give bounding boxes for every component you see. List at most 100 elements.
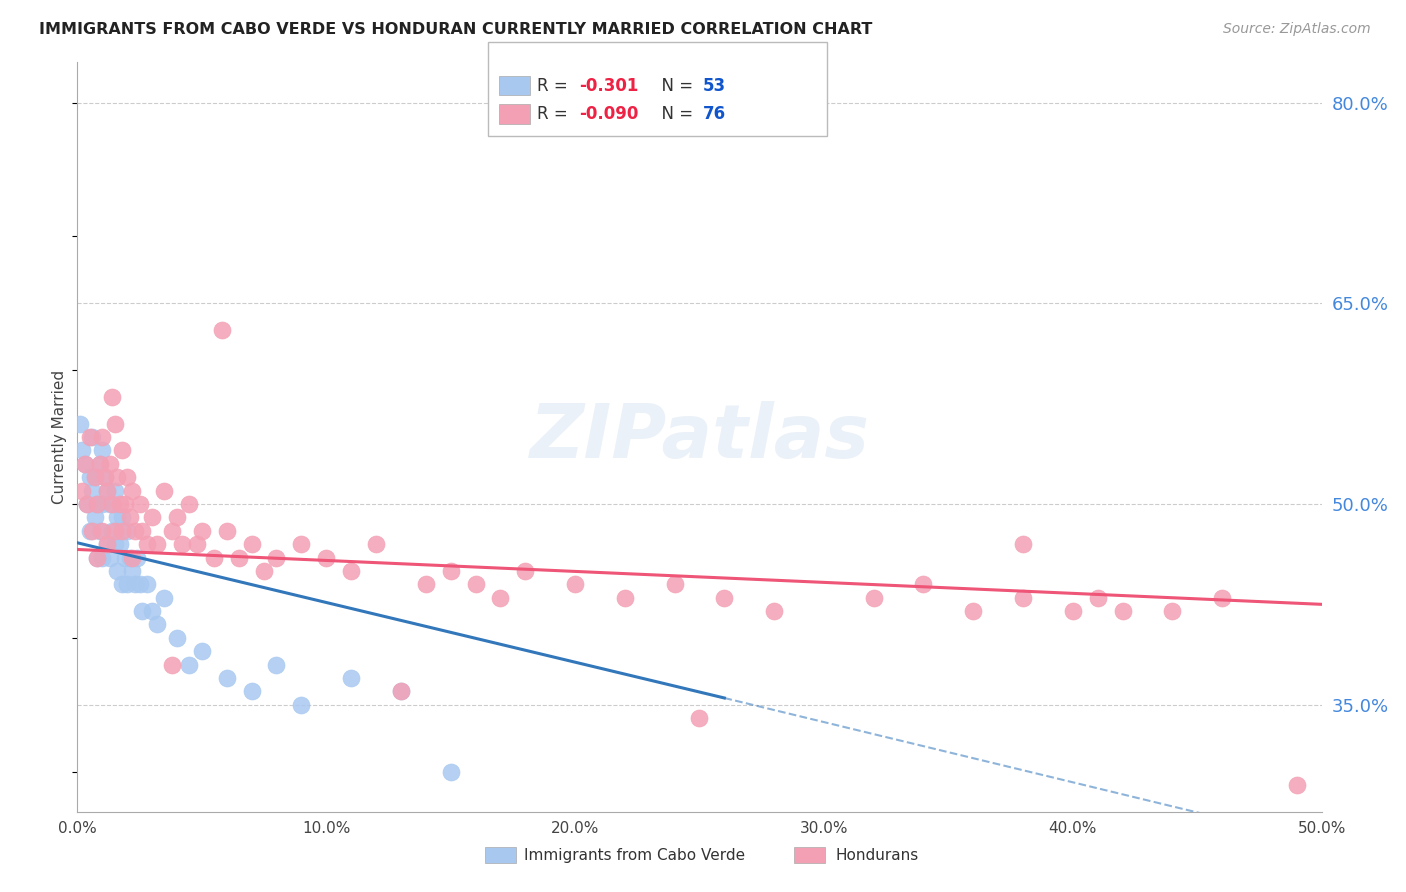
Text: -0.301: -0.301: [579, 77, 638, 95]
Point: [191, 644, 214, 658]
Point: [228, 550, 250, 565]
Point: [415, 577, 437, 591]
Point: [124, 524, 146, 538]
Point: [83, 470, 105, 484]
Point: [389, 684, 412, 698]
Point: [211, 323, 233, 337]
Text: N =: N =: [651, 77, 699, 95]
Point: [76, 497, 98, 511]
Text: N =: N =: [651, 105, 699, 123]
Point: [91, 524, 114, 538]
Point: [912, 577, 935, 591]
Point: [215, 524, 238, 538]
Text: 53: 53: [703, 77, 725, 95]
Point: [202, 550, 225, 565]
Point: [89, 457, 111, 471]
Point: [1211, 591, 1233, 605]
Point: [114, 550, 136, 565]
Point: [96, 537, 118, 551]
Text: Immigrants from Cabo Verde: Immigrants from Cabo Verde: [524, 848, 745, 863]
Point: [101, 390, 124, 404]
Point: [131, 524, 153, 538]
Point: [104, 537, 127, 551]
Point: [118, 510, 141, 524]
Text: Hondurans: Hondurans: [835, 848, 918, 863]
Point: [93, 470, 115, 484]
Point: [141, 604, 163, 618]
Point: [105, 510, 128, 524]
Point: [1087, 591, 1109, 605]
Point: [83, 510, 105, 524]
Point: [146, 617, 169, 632]
Point: [104, 417, 127, 431]
Point: [153, 483, 176, 498]
Text: IMMIGRANTS FROM CABO VERDE VS HONDURAN CURRENTLY MARRIED CORRELATION CHART: IMMIGRANTS FROM CABO VERDE VS HONDURAN C…: [39, 22, 873, 37]
Point: [72, 443, 94, 458]
Point: [389, 684, 412, 698]
Point: [153, 591, 176, 605]
Point: [91, 443, 114, 458]
Text: ZIPatlas: ZIPatlas: [530, 401, 869, 474]
Point: [689, 711, 711, 725]
Point: [98, 457, 121, 471]
Point: [79, 524, 101, 538]
Point: [73, 457, 96, 471]
Point: [191, 524, 214, 538]
Point: [664, 577, 686, 591]
Point: [124, 577, 146, 591]
Point: [98, 497, 121, 511]
Point: [136, 537, 159, 551]
Point: [215, 671, 238, 685]
Point: [73, 457, 96, 471]
Point: [79, 470, 101, 484]
Point: [160, 524, 183, 538]
Point: [98, 550, 121, 565]
Point: [118, 550, 141, 565]
Point: [290, 537, 312, 551]
Point: [125, 550, 148, 565]
Point: [101, 524, 124, 538]
Point: [128, 497, 150, 511]
Point: [1161, 604, 1184, 618]
Point: [91, 497, 114, 511]
Point: [111, 577, 134, 591]
Text: R =: R =: [537, 105, 574, 123]
Point: [464, 577, 486, 591]
Point: [266, 550, 288, 565]
Point: [564, 577, 586, 591]
Point: [69, 417, 91, 431]
Point: [121, 564, 143, 578]
Point: [1285, 778, 1308, 792]
Point: [91, 430, 114, 444]
Point: [121, 483, 143, 498]
Point: [186, 537, 208, 551]
Point: [89, 524, 111, 538]
Point: [121, 550, 143, 565]
Point: [315, 550, 337, 565]
Point: [115, 470, 138, 484]
Point: [111, 510, 134, 524]
Point: [1012, 537, 1035, 551]
Point: [489, 591, 512, 605]
Point: [91, 550, 114, 565]
Point: [266, 657, 288, 672]
Point: [613, 591, 636, 605]
Point: [115, 524, 138, 538]
Point: [1062, 604, 1084, 618]
Point: [86, 550, 108, 565]
Point: [104, 483, 127, 498]
Point: [111, 443, 134, 458]
Point: [290, 698, 312, 712]
Y-axis label: Currently Married: Currently Married: [52, 370, 67, 504]
Point: [83, 470, 105, 484]
Point: [962, 604, 984, 618]
Point: [179, 657, 201, 672]
Point: [93, 470, 115, 484]
Point: [1012, 591, 1035, 605]
Point: [1111, 604, 1133, 618]
Text: -0.090: -0.090: [579, 105, 638, 123]
Point: [131, 604, 153, 618]
Point: [115, 577, 138, 591]
Point: [141, 510, 163, 524]
Point: [104, 524, 127, 538]
